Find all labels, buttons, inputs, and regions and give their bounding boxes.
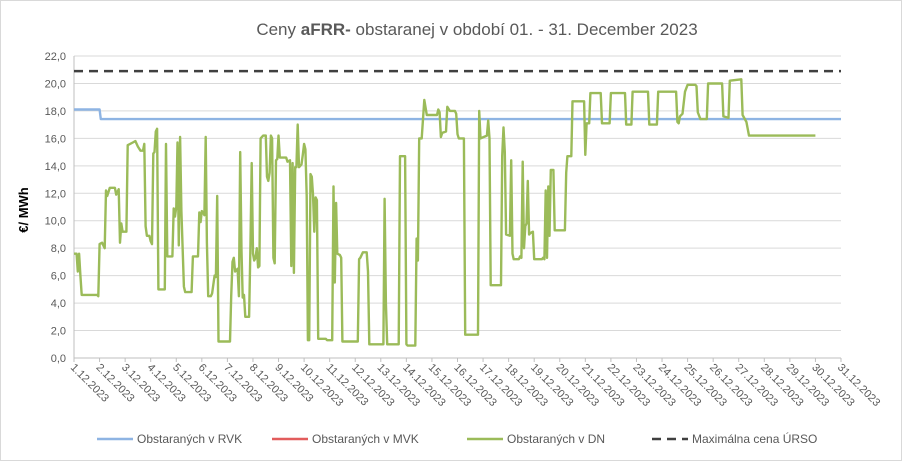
chart-title-suffix: obstaranej v období 01. - 31. December 2… [351, 20, 698, 39]
y-tick-label: 18,0 [45, 106, 66, 118]
y-tick-label: 22,0 [45, 51, 66, 63]
series-line-0 [74, 108, 841, 121]
y-tick-label: 20,0 [45, 78, 66, 90]
y-tick-label: 12,0 [45, 188, 66, 200]
y-axis-label: €/ MWh [16, 187, 31, 233]
y-tick-label: 0,0 [51, 353, 66, 365]
y-tick-label: 2,0 [51, 326, 66, 338]
y-tick-label: 8,0 [51, 243, 66, 255]
gridlines [73, 55, 841, 359]
series-lines [74, 69, 841, 347]
y-tick-label: 4,0 [51, 298, 66, 310]
chart-title: Ceny aFRR- obstaranej v období 01. - 31.… [256, 20, 697, 39]
chart-title-prefix: Ceny [256, 20, 300, 39]
legend-label: Obstaraných v MVK [312, 432, 419, 446]
y-axis-ticks: 0,0 2,0 4,0 6,0 8,0 10,0 12,0 14,0 16,0 18,0 20,0 2… [45, 51, 66, 365]
x-axis-ticks: 1.12.20232.12.20233.12.20234.12.20235.12… [68, 358, 882, 409]
legend-label: Obstaraných v RVK [137, 432, 242, 446]
legend: Obstaraných v RVK Obstaraných v MVK Obstar… [97, 431, 817, 446]
legend-label: Maximálna cena ÚRSO [692, 431, 817, 446]
chart-title-bold: aFRR- [301, 20, 351, 39]
y-tick-label: 14,0 [45, 161, 66, 173]
y-tick-label: 6,0 [51, 271, 66, 283]
series-line-2 [74, 78, 816, 347]
y-tick-label: 10,0 [45, 216, 66, 228]
y-tick-label: 16,0 [45, 133, 66, 145]
legend-label: Obstaraných v DN [507, 432, 605, 446]
